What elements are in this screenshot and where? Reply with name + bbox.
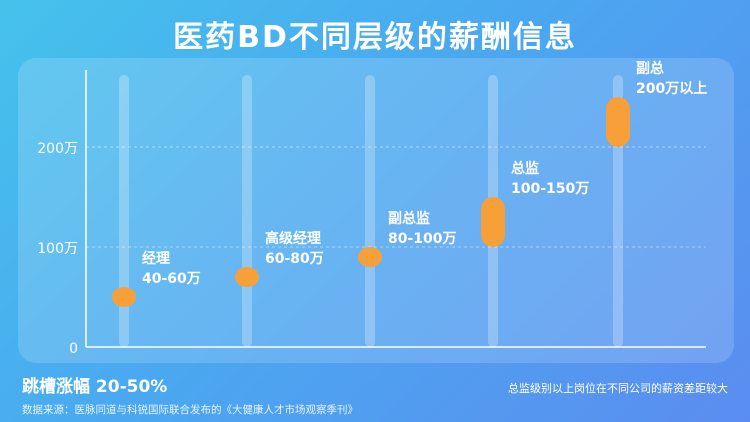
chart-title: 医药BD不同层级的薪酬信息: [173, 20, 577, 55]
category-label: 高级经理: [265, 230, 321, 247]
range-bar-4: [481, 197, 505, 247]
range-bar-2: [235, 267, 259, 287]
range-bar-1: [112, 287, 136, 307]
y-tick-label: 100万: [37, 241, 78, 257]
range-label: 200万以上: [636, 81, 707, 97]
column-track-1: [119, 75, 129, 347]
column-track-3: [365, 75, 375, 347]
category-label: 经理: [142, 250, 170, 267]
category-label: 副总: [636, 60, 664, 77]
range-bar-5: [606, 97, 630, 147]
y-tick-label: 200万: [37, 141, 78, 157]
category-label: 副总监: [388, 210, 430, 227]
data-source: 数据来源：医脉同道与科锐国际联合发布的《大健康人才市场观察季刊》: [22, 404, 358, 416]
y-tick-label: 0: [69, 341, 78, 357]
range-bar-3: [358, 247, 382, 267]
range-label: 100-150万: [511, 181, 589, 197]
range-label: 80-100万: [388, 231, 457, 247]
range-label: 60-80万: [265, 251, 324, 267]
category-label: 总监: [511, 160, 539, 177]
range-label: 40-60万: [142, 271, 201, 287]
jump-increase-label: 跳槽涨幅 20-50%: [22, 377, 168, 397]
director-gap-note: 总监级别以上岗位在不同公司的薪资差距较大: [508, 382, 728, 395]
column-track-2: [242, 75, 252, 347]
